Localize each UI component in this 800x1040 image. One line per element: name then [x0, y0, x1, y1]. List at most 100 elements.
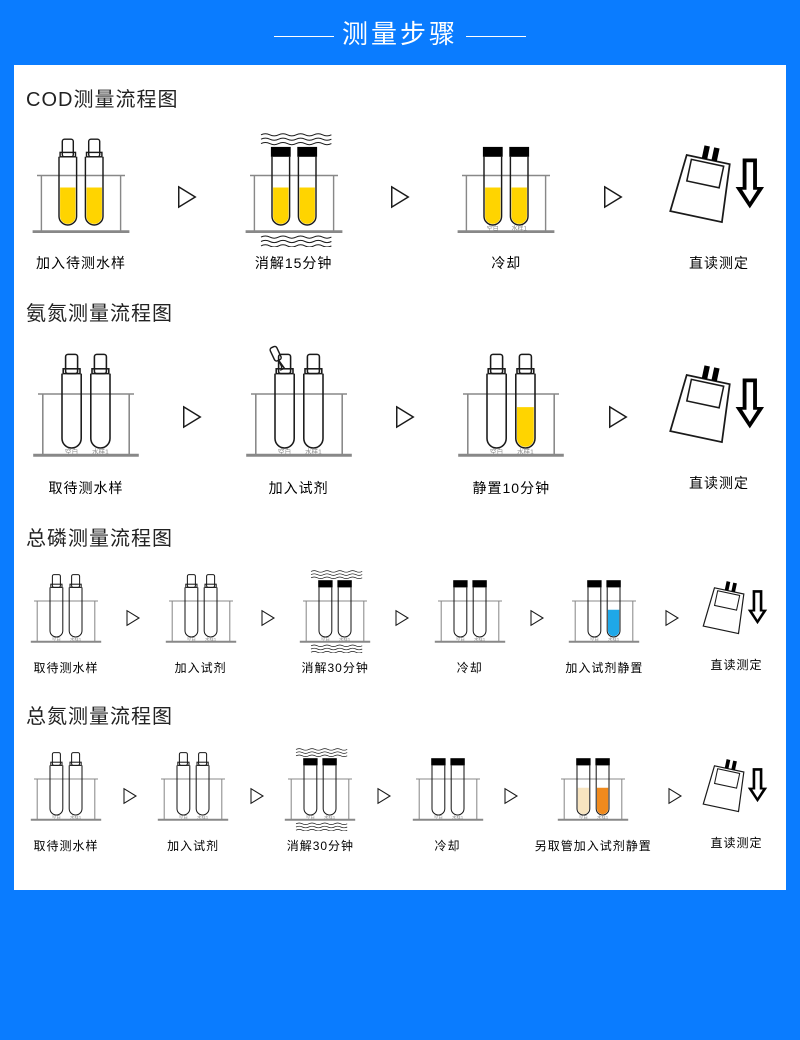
svg-text:空白: 空白 [434, 814, 443, 821]
step-label: 直读测定 [710, 834, 762, 851]
test-tube-rack-icon: 空白 水样1 [161, 565, 241, 653]
step-label: 消解15分钟 [255, 253, 333, 273]
step-label: 冷却 [491, 253, 521, 273]
svg-text:水样1: 水样1 [608, 636, 620, 643]
step-label: 冷却 [435, 837, 461, 854]
section-title: 氨氮测量流程图 [26, 297, 774, 326]
flow-step: 空白 水样1 冷却 [451, 126, 561, 273]
arrow-icon [503, 787, 519, 810]
flow-step: 空白 水样1 消解30分钟 [280, 743, 360, 854]
svg-text:空白: 空白 [456, 636, 465, 643]
content-panel: COD测量流程图加入待测水样消解15分钟空白水样1冷却 直读测定氨氮测量流程图空… [14, 65, 786, 890]
arrow-icon [607, 405, 629, 434]
svg-text:空白: 空白 [306, 814, 315, 821]
flow-row: 空白 水样1 取待测水样 空白水样1加入试剂空白 水样1 静置10分钟 直读测定 [26, 340, 774, 498]
flow-step: 空白 水样1 静置10分钟 [451, 340, 571, 498]
arrow-icon [249, 787, 265, 810]
flow-step: 直读测定 [699, 568, 774, 674]
page-header: 测量步骤 [0, 0, 800, 65]
arrow-icon [602, 185, 624, 214]
step-label: 取待测水样 [33, 659, 98, 676]
svg-text:水样1: 水样1 [452, 814, 464, 821]
step-label: 直读测定 [710, 656, 762, 673]
test-tube-rack-icon: 空白水样1 [239, 340, 359, 472]
test-tube-rack-icon: 空白 水样1 [451, 340, 571, 472]
arrow-icon [181, 405, 203, 434]
step-label: 加入待测水样 [36, 253, 126, 273]
arrow-icon [529, 609, 545, 632]
svg-text:水样1: 水样1 [92, 447, 109, 456]
step-label: 冷却 [457, 659, 483, 676]
step-label: 取待测水样 [33, 837, 98, 854]
svg-text:空白: 空白 [179, 814, 188, 821]
test-tube-rack-icon: 空白 水样1 [408, 743, 488, 831]
svg-text:空白: 空白 [590, 636, 599, 643]
section-title: COD测量流程图 [26, 83, 774, 112]
step-label: 直读测定 [689, 473, 749, 493]
step-label: 加入试剂 [175, 659, 227, 676]
flowchart-section: COD测量流程图加入待测水样 消解15分钟 空白 水样1 冷却 直读测定 [26, 83, 774, 273]
svg-text:水样1: 水样1 [205, 636, 217, 643]
meter-icon [699, 568, 774, 651]
svg-text:水样1: 水样1 [597, 814, 609, 821]
svg-text:水样1: 水样1 [70, 636, 82, 643]
step-label: 取待测水样 [49, 478, 124, 498]
flow-row: 加入待测水样 消解15分钟 空白 水样1 冷却 直读测定 [26, 126, 774, 273]
page-title: 测量步骤 [266, 19, 534, 49]
svg-text:水样1: 水样1 [474, 636, 486, 643]
flow-step: 空白水样1加入试剂 [239, 340, 359, 498]
arrow-icon [376, 787, 392, 810]
step-label: 消解30分钟 [287, 837, 354, 854]
flow-row: 空白水样1取待测水样空白水样1加入试剂空白水样1消解30分钟空白水样1冷却空白水… [26, 565, 774, 676]
svg-text:空白: 空白 [187, 636, 196, 643]
arrow-icon [122, 787, 138, 810]
flow-row: 空白水样1取待测水样空白水样1加入试剂空白水样1消解30分钟空白水样1冷却空白水… [26, 743, 774, 854]
flow-step: 空白水样1 取待测水样 [26, 743, 106, 854]
arrow-icon [125, 609, 141, 632]
test-tube-rack-icon: 空白水样1 [26, 743, 106, 831]
svg-text:水样1: 水样1 [517, 447, 534, 456]
test-tube-rack-icon: 空白 水样1 [553, 743, 633, 831]
flowchart-section: 总磷测量流程图空白水样1取待测水样空白水样1加入试剂空白水样1消解30分钟空白水… [26, 522, 774, 676]
svg-text:水样1: 水样1 [70, 814, 82, 821]
svg-text:空白: 空白 [487, 225, 499, 233]
flow-step: 空白 水样1 冷却 [430, 565, 510, 676]
test-tube-rack-icon: 空白 水样1 [451, 126, 561, 247]
arrow-icon [664, 609, 680, 632]
flow-step: 空白 水样1 取待测水样 [26, 565, 106, 676]
test-tube-rack-icon [239, 126, 349, 247]
svg-text:水样1: 水样1 [324, 814, 336, 821]
svg-text:水样1: 水样1 [339, 636, 351, 643]
flow-step: 空白 水样1 冷却 [408, 743, 488, 854]
svg-text:水样1: 水样1 [305, 447, 322, 456]
flow-step: 空白 水样1 另取管加入试剂静置 [535, 743, 652, 854]
step-label: 另取管加入试剂静置 [535, 837, 652, 854]
svg-text:水样1: 水样1 [197, 814, 209, 821]
flow-step: 直读测定 [664, 346, 774, 493]
step-label: 直读测定 [689, 253, 749, 273]
arrow-icon [394, 609, 410, 632]
step-label: 加入试剂 [167, 837, 219, 854]
flow-step: 空白 水样1 加入试剂 [161, 565, 241, 676]
flowchart-section: 总氮测量流程图空白水样1取待测水样空白水样1加入试剂空白水样1消解30分钟空白水… [26, 700, 774, 854]
section-title: 总氮测量流程图 [26, 700, 774, 729]
test-tube-rack-icon: 空白水样1 [26, 340, 146, 472]
step-label: 静置10分钟 [473, 478, 551, 498]
arrow-icon [389, 185, 411, 214]
meter-icon [664, 346, 774, 467]
test-tube-rack-icon: 空白 水样1 [430, 565, 510, 653]
meter-icon [699, 746, 774, 829]
svg-text:水样1: 水样1 [512, 225, 528, 233]
step-label: 消解30分钟 [302, 659, 369, 676]
arrow-icon [667, 787, 683, 810]
svg-text:空白: 空白 [490, 447, 503, 456]
svg-text:空白: 空白 [579, 814, 588, 821]
test-tube-rack-icon: 空白 水样1 [280, 743, 360, 831]
svg-text:空白: 空白 [52, 636, 61, 643]
flow-step: 加入待测水样 [26, 126, 136, 273]
flowchart-section: 氨氮测量流程图空白 水样1 取待测水样 空白水样1加入试剂空白 水样1 静置10分钟 直读… [26, 297, 774, 498]
step-label: 加入试剂静置 [565, 659, 643, 676]
test-tube-rack-icon: 空白 水样1 [153, 743, 233, 831]
test-tube-rack-icon: 空白水样1 [295, 565, 375, 653]
flow-step: 直读测定 [664, 126, 774, 273]
